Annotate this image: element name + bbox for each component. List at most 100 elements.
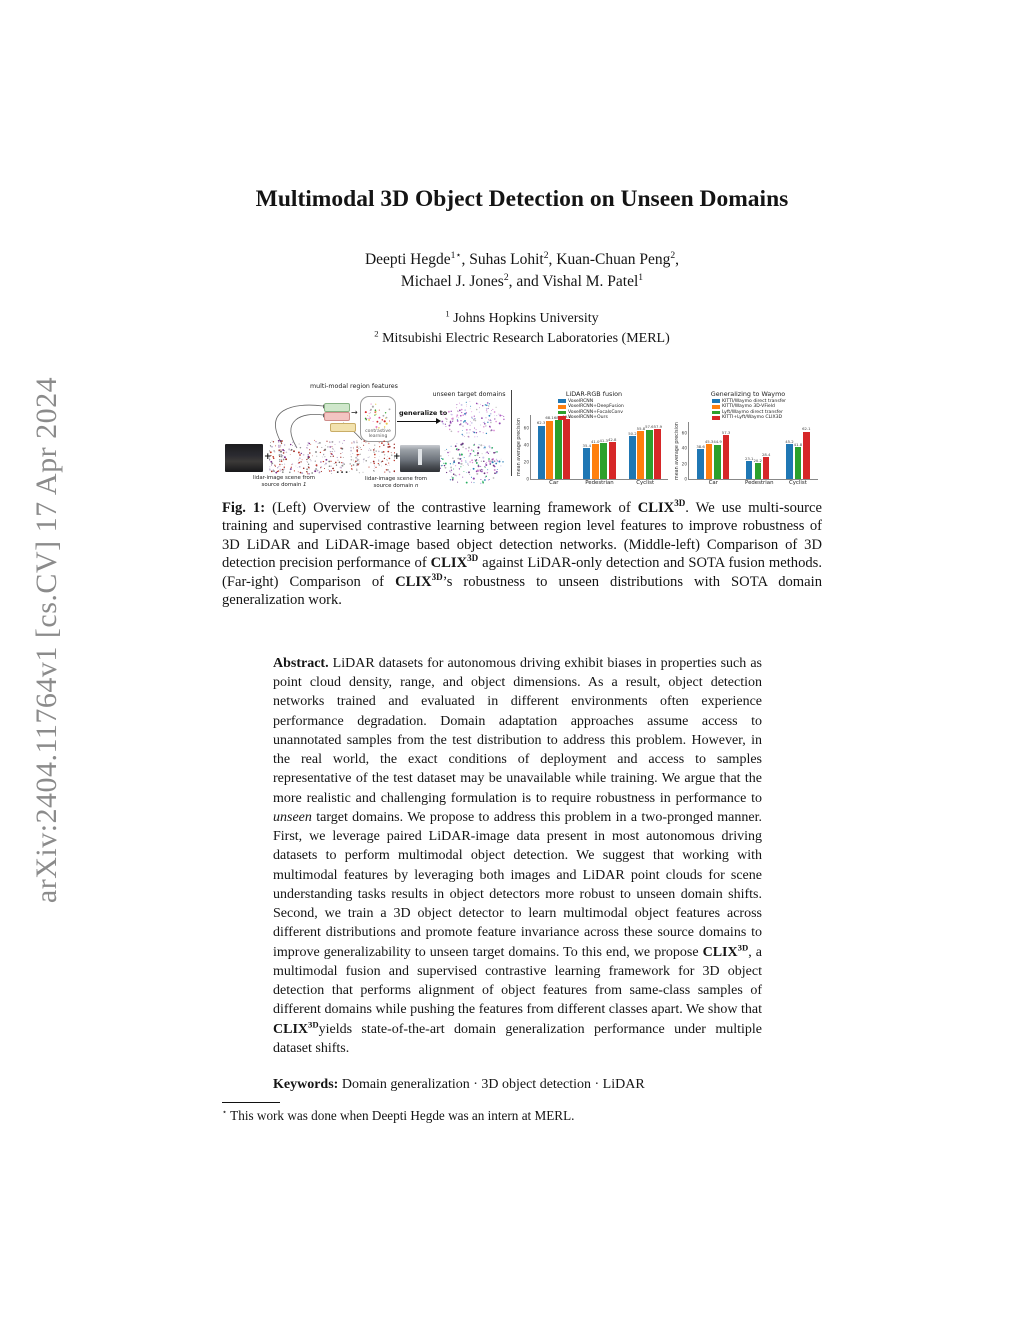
y-tick-label: 60: [681, 430, 687, 436]
paper-content: Multimodal 3D Object Detection on Unseen…: [222, 0, 822, 1124]
bar-value-label: 41.8: [793, 441, 803, 447]
feature-box-pink: [324, 411, 350, 421]
legend-label: VoxelRCNN+FocalsConv: [568, 409, 623, 415]
bar-column: 62.1: [802, 422, 811, 479]
legend-entry: VoxelRCNN+DeepFusion: [558, 404, 624, 409]
bar-value-label: 57.9: [653, 424, 663, 430]
bar-column: 45.2: [785, 422, 794, 479]
bar-column: 41.3: [599, 415, 608, 479]
bar-car: [697, 449, 704, 479]
y-tick-label: 0: [526, 476, 529, 482]
bar-cyclist: [794, 446, 802, 479]
generalization-y-axis-label: mean average precision: [675, 421, 680, 480]
legend-label: VoxelRCNN+Ours: [568, 415, 608, 421]
bar-column: 50.2: [628, 415, 637, 479]
legend-swatch: [558, 399, 566, 403]
figure-1: multi-modal region features → contrastiv…: [222, 382, 822, 494]
contrastive-scatter: [364, 403, 391, 429]
bar-column: 38.6: [696, 422, 705, 479]
bar-value-label: 23.1: [745, 455, 754, 461]
bar-value-label: 35.4: [582, 443, 592, 449]
bar-column: 57.6: [645, 415, 654, 479]
bar-car: [563, 419, 571, 479]
bar-column: 55.8: [637, 415, 645, 479]
y-tick-label: 60: [523, 425, 529, 430]
bar-value-label: 62.3: [536, 420, 546, 426]
bar-value-label: 45.2: [785, 439, 794, 445]
generalization-chart-legend: KITTI/Waymo direct transfer KITTI/Waymo 3…: [712, 399, 786, 421]
bar-column: 62.3: [537, 415, 545, 479]
page-title: Multimodal 3D Object Detection on Unseen…: [255, 186, 789, 212]
legend-entry: VoxelRCNN: [558, 399, 624, 404]
bar-column: 23.1: [745, 422, 753, 479]
fusion-chart-plot: 0 20 40 60 62.368.168.669.4 Car 35.441.041.342…: [524, 414, 668, 486]
y-tick-label: 0: [684, 476, 687, 482]
legend-entry: Lyft/Waymo direct transfer: [712, 410, 786, 415]
bar-value-label: 45.3: [704, 439, 714, 445]
figure-caption: Fig. 1: (Left) Overview of the contrasti…: [222, 497, 822, 609]
y-tick-label: 20: [523, 459, 529, 465]
bar-value-label: 69.4: [562, 414, 571, 420]
contrastive-learning-label: contrastive learning: [365, 428, 391, 439]
bar-value-label: 41.0: [591, 438, 600, 444]
figure-divider: [511, 389, 512, 476]
street-image-2: [400, 444, 440, 472]
affiliation-2: 2 Mitsubishi Electric Research Laborator…: [374, 328, 670, 346]
multimodal-features-label: multi-modal region features: [310, 382, 398, 390]
fusion-bar-chart: LiDAR-RGB fusion VoxelRCNN VoxelRCNN+Deep…: [516, 382, 672, 494]
x-tick-label: Pedestrian: [745, 480, 774, 487]
legend-label: VoxelRCNN: [568, 398, 594, 404]
authors-line-2: Michael J. Jones2, and Vishal M. Patel1: [400, 272, 644, 291]
legend-swatch: [558, 410, 566, 415]
bar-pedestrian: [754, 463, 761, 479]
bar-pedestrian: [583, 448, 591, 479]
y-tick-label: 40: [523, 442, 529, 448]
authors-line-1: Deepti Hegde1⋆, Suhas Lohit2, Kuan-Chuan…: [364, 249, 679, 268]
legend-swatch: [558, 416, 566, 420]
bar-pedestrian: [591, 443, 599, 479]
generalization-chart-plot: 0 20 40 60 38.6 45.3 44.9 57.3 Car 23.1 20.2 28.4 Pe…: [682, 421, 818, 487]
bar-value-label: 28.4: [761, 451, 771, 457]
bar-value-label: 55.8: [636, 425, 646, 431]
legend-entry: VoxelRCNN+FocalsConv: [558, 410, 624, 415]
legend-label: KITTI/Waymo 3D-VField: [722, 404, 775, 410]
framework-diagram: multi-modal region features → contrastiv…: [222, 382, 511, 494]
generalization-bar-chart: Generalizing to Waymo KITTI/Waymo direct…: [674, 382, 822, 494]
bar-pedestrian: [746, 461, 753, 479]
bar-value-label: 42.8: [607, 436, 617, 442]
target-domain-pointcloud-2: [438, 442, 504, 484]
bar-group-cyclist: 45.2 41.8 62.1 Cyclist: [785, 422, 811, 486]
arxiv-sidebar-label: arXiv:2404.11764v1 [cs.CV] 17 Apr 2024: [30, 376, 63, 904]
legend-label: KITTI/Waymo direct transfer: [722, 398, 787, 404]
bar-group-pedestrian: 23.1 20.2 28.4 Pedestrian: [745, 422, 773, 487]
generalization-chart-title: Generalizing to Waymo: [710, 389, 786, 398]
lidar-scene-1: [269, 439, 345, 475]
bar-value-label: 44.9: [713, 439, 722, 445]
y-tick-label: 20: [681, 461, 687, 466]
bar-group-car: 62.368.168.669.4 Car: [537, 414, 571, 486]
bar-value-label: 62.1: [802, 426, 811, 432]
scene-1-caption: lidar-image scene from source domain 1: [252, 474, 316, 488]
bar-cyclist: [645, 429, 653, 479]
bar-cyclist: [654, 429, 662, 479]
fusion-y-axis-label: mean average precision: [517, 418, 522, 477]
bar-group-car: 38.6 45.3 44.9 57.3 Car: [696, 422, 730, 487]
abstract: Abstract. LiDAR datasets for autonomous …: [273, 655, 762, 1056]
legend-entry: VoxelRCNN+Ours: [558, 415, 624, 420]
target-domain-pointcloud-1: [441, 400, 505, 438]
bar-value-label: 38.6: [696, 444, 705, 450]
bar-group-cyclist: 50.2 55.8 57.6 57.9 Cyclist: [628, 415, 663, 486]
bar-column: 57.3: [722, 422, 730, 479]
plus-sign-1: +: [264, 451, 272, 462]
legend-label: Lyft/Waymo direct transfer: [722, 409, 784, 415]
lidar-scene-2: [349, 440, 395, 473]
bar-column: 68.1: [545, 415, 554, 479]
bar-column: 68.6: [554, 415, 562, 479]
bar-column: 35.4: [583, 415, 591, 479]
bar-pedestrian: [762, 457, 770, 479]
legend-swatch: [712, 399, 720, 403]
legend-swatch: [558, 404, 566, 409]
bar-cyclist: [803, 431, 810, 479]
bar-column: 69.4: [562, 414, 571, 479]
bar-car: [722, 435, 730, 479]
